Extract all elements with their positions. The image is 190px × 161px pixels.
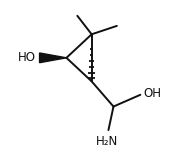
Text: H₂N: H₂N (96, 135, 118, 148)
Text: OH: OH (144, 87, 162, 100)
Text: HO: HO (18, 51, 36, 64)
Polygon shape (40, 53, 66, 63)
